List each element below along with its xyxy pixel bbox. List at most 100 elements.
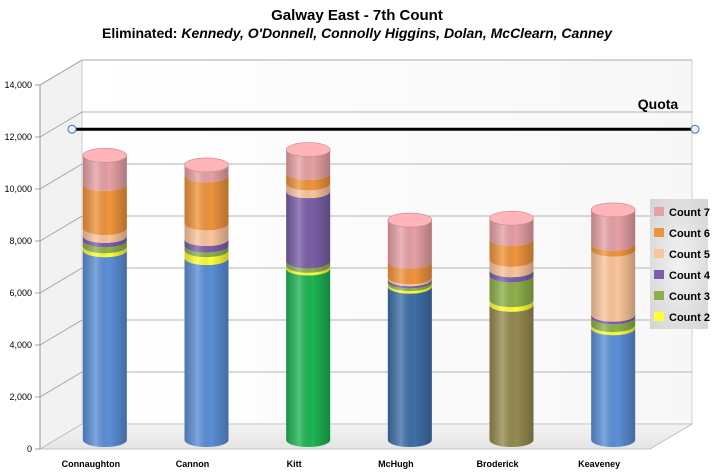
x-category-label: Keaveney: [578, 459, 620, 469]
y-tick-label: 12,000: [4, 132, 32, 142]
bar-segment-shading: [387, 261, 432, 285]
bar-segment-shading: [184, 258, 229, 448]
legend-swatch: [654, 249, 664, 258]
bar-segment-shading: [489, 275, 534, 308]
bar-segment-shading: [286, 172, 331, 191]
gridline: [39, 163, 692, 190]
bar-segment-shading: [82, 240, 127, 254]
bar-segment-shading: [184, 175, 229, 231]
quota-endpoint-marker: [690, 124, 700, 134]
bar-segment-shading: [591, 314, 636, 325]
bar-segment-shading: [387, 277, 432, 287]
legend-swatch: [654, 270, 664, 279]
gridline: [39, 319, 692, 346]
x-category-label: McHugh: [378, 459, 414, 469]
bar-segment-shading: [591, 249, 636, 322]
bar-segment-shading: [489, 300, 534, 312]
quota-label: Quota: [638, 96, 679, 112]
gridline: [39, 215, 692, 242]
bar-stack: [590, 202, 636, 448]
gridline: [39, 59, 692, 86]
gridline: [39, 371, 692, 398]
y-tick-label: 2,000: [9, 392, 32, 402]
chart-subtitle: Eliminated: Kennedy, O'Donnell, Connolly…: [102, 25, 613, 41]
bar-top-cap: [590, 202, 636, 218]
bar-segment-shading: [82, 155, 127, 191]
bar-segment-shading: [184, 223, 229, 247]
x-category-label: Kitt: [287, 459, 302, 469]
bar-stack: [184, 157, 229, 448]
chart-title: Galway East - 7th Count: [271, 7, 443, 24]
y-tick-label: 10,000: [4, 184, 32, 194]
bar-top-cap: [387, 212, 433, 228]
legend-swatch: [654, 312, 664, 321]
bar-segment-shading: [82, 246, 127, 258]
legend-swatch: [654, 291, 664, 300]
legend-swatch: [654, 207, 664, 216]
gridline: [39, 111, 692, 138]
x-axis: Connaughton Cannon Kitt McHugh Broderick Keav…: [62, 459, 621, 469]
bar-segment-shading: [489, 218, 534, 247]
bar-segment-shading: [184, 245, 229, 258]
bar-stack: [285, 142, 331, 448]
bar-top-cap: [82, 148, 128, 163]
legend-label: Count 4: [669, 270, 711, 282]
y-tick-label: 6,000: [9, 288, 32, 298]
bar-segment-shading: [387, 281, 432, 291]
legend-label: Count 2: [669, 312, 710, 324]
bar-segment-shading: [387, 284, 432, 294]
subtitle-label: Eliminated:: [102, 25, 177, 41]
side-wall: [39, 59, 83, 450]
legend-label: Count 7: [669, 207, 710, 219]
x-category-label: Broderick: [476, 459, 519, 469]
bar-segment-shading: [489, 270, 534, 283]
bar-segment-shading: [286, 265, 331, 276]
quota-line-group: Quota: [67, 96, 700, 134]
y-axis: 0 2,000 4,000 6,000 8,000 10,000 12,000 14,000: [4, 80, 41, 454]
quota-endpoint-marker: [67, 124, 77, 134]
bar-segment-shading: [489, 259, 534, 278]
bar-stack: [387, 212, 433, 448]
bar-top-cap: [489, 210, 534, 226]
bar-segment-shading: [387, 286, 432, 448]
bar-top-cap: [184, 157, 229, 173]
y-tick-label: 4,000: [9, 340, 32, 350]
bar-segment-shading: [184, 164, 229, 183]
bar-top-cap: [285, 142, 331, 157]
x-category-label: Cannon: [176, 459, 210, 469]
bar-segment-shading: [387, 279, 432, 289]
bar-segment-shading: [591, 325, 636, 336]
bar-segment-shading: [82, 250, 127, 448]
bar-segment-shading: [82, 183, 127, 236]
bars: [82, 142, 636, 448]
legend-label: Count 6: [669, 228, 710, 240]
bar-segment-shading: [489, 239, 534, 267]
bar-segment-shading: [184, 239, 229, 253]
bar-segment-shading: [82, 228, 127, 243]
y-tick-label: 8,000: [9, 236, 32, 246]
legend-label: Count 3: [669, 291, 710, 303]
legend-box: [650, 199, 708, 329]
bar-segment-shading: [286, 183, 331, 199]
bar-segment-shading: [184, 250, 229, 265]
bar-segment-shading: [286, 268, 331, 448]
bar-stack: [489, 210, 534, 448]
bar-segment-shading: [591, 243, 636, 257]
subtitle-eliminated-names: Kennedy, O'Donnell, Connolly Higgins, Do…: [181, 25, 613, 41]
x-category-label: Connaughton: [62, 459, 120, 469]
y-tick-label: 14,000: [4, 80, 32, 90]
bar-segment-shading: [489, 304, 534, 448]
bar-segment-shading: [286, 191, 331, 269]
bar-stack: [82, 148, 128, 448]
legend-swatch: [654, 228, 664, 237]
bar-segment-shading: [286, 261, 331, 273]
bar-segment-shading: [591, 317, 636, 333]
legend-label: Count 5: [669, 249, 710, 261]
legend: Count 7 Count 6 Count 5 Count 4 Count 3 Count…: [650, 199, 711, 329]
bar-segment-shading: [286, 149, 331, 180]
bar-segment-shading: [387, 220, 432, 269]
gridline: [39, 267, 692, 294]
bar-segment-shading: [591, 209, 636, 251]
bar-segment-shading: [591, 328, 636, 448]
